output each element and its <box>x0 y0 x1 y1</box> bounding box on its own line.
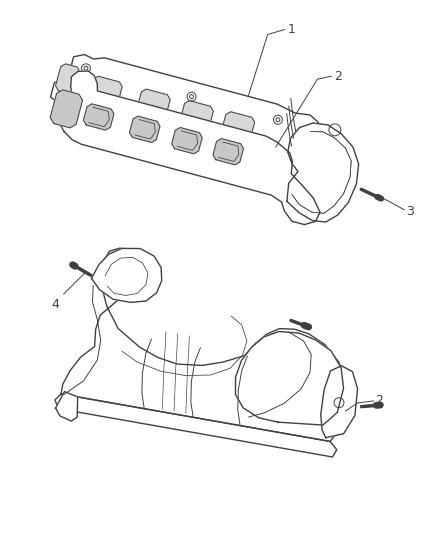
Polygon shape <box>50 90 82 128</box>
Polygon shape <box>321 366 357 438</box>
Text: 2: 2 <box>375 394 383 407</box>
Polygon shape <box>50 54 319 171</box>
Text: 3: 3 <box>406 205 414 218</box>
Polygon shape <box>83 104 114 130</box>
Polygon shape <box>130 116 160 142</box>
Polygon shape <box>137 89 170 119</box>
Polygon shape <box>222 112 254 141</box>
Polygon shape <box>213 139 244 165</box>
Polygon shape <box>287 123 359 222</box>
Polygon shape <box>56 64 80 94</box>
Polygon shape <box>61 248 346 441</box>
Polygon shape <box>172 127 202 154</box>
Polygon shape <box>92 248 162 302</box>
Text: 2: 2 <box>334 70 342 83</box>
Polygon shape <box>89 76 122 106</box>
Text: 1: 1 <box>288 23 296 36</box>
Polygon shape <box>55 394 337 457</box>
Text: 4: 4 <box>52 298 60 311</box>
Polygon shape <box>180 101 213 131</box>
Polygon shape <box>236 332 343 425</box>
Polygon shape <box>60 71 320 224</box>
Polygon shape <box>56 392 78 421</box>
